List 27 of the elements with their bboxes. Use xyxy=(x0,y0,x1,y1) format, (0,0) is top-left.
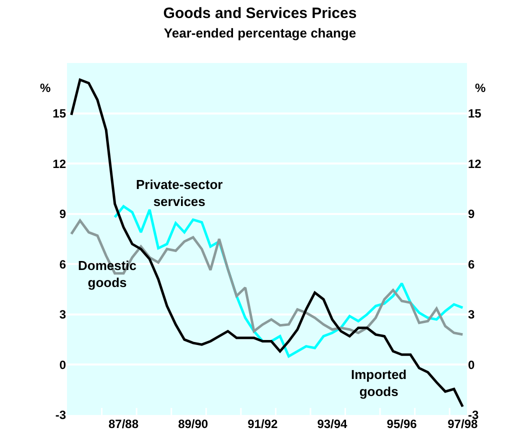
y-tick-label: 6 xyxy=(59,257,66,272)
x-tick-label: 91/92 xyxy=(248,417,278,431)
y-tick-label: -3 xyxy=(55,408,66,422)
x-tick-label: 89/90 xyxy=(178,417,208,431)
line-series xyxy=(70,78,464,408)
y2-tick-label: 6 xyxy=(468,257,475,272)
series-label: Imported goods xyxy=(351,367,407,399)
x-tick-label: 87/88 xyxy=(108,417,139,431)
series-label: Private-sector services xyxy=(136,177,223,209)
y-tick-label: 3 xyxy=(59,308,66,322)
y-axis-title: % xyxy=(40,81,51,95)
y2-tick-label: 15 xyxy=(468,106,482,120)
line-series xyxy=(70,219,464,336)
series-label: Domestic goods xyxy=(78,258,137,290)
y-tick-label: 12 xyxy=(52,156,66,171)
y2-tick-label: 9 xyxy=(468,207,475,222)
x-tick-label: 95/96 xyxy=(386,417,418,431)
y-tick-label: 9 xyxy=(59,207,66,222)
y-tick-label: 0 xyxy=(59,358,66,372)
y-tick-label: 15 xyxy=(52,106,66,120)
y2-tick-label: 12 xyxy=(468,156,482,171)
x-tick-label: 93/94 xyxy=(317,417,348,431)
chart-title: Goods and Services Prices xyxy=(163,5,357,22)
y2-tick-label: 0 xyxy=(468,358,475,372)
chart-subtitle: Year-ended percentage change xyxy=(164,26,356,40)
y2-axis-title: % xyxy=(475,81,486,95)
y2-tick-label: 3 xyxy=(468,308,475,322)
